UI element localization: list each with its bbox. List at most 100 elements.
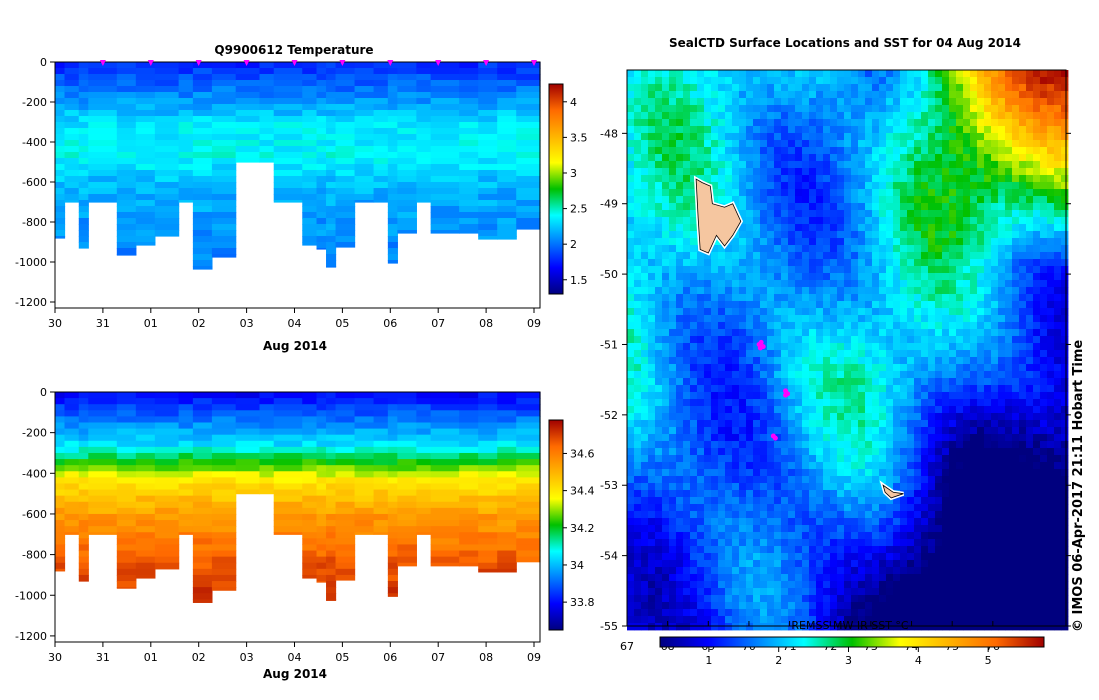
colorbar-tick-label: 34.4 <box>570 485 595 498</box>
sst-cell <box>1047 91 1055 99</box>
sst-cell <box>802 413 810 421</box>
profile-cell <box>416 398 432 405</box>
sst-cell <box>648 77 656 85</box>
sst-cell <box>1040 77 1048 85</box>
profile-cell <box>135 392 156 399</box>
sst-cell <box>879 315 887 323</box>
sst-cell <box>963 182 971 190</box>
profile-cell <box>154 116 180 123</box>
sst-cell <box>1047 175 1055 183</box>
sst-cell <box>844 182 852 190</box>
sst-cell <box>1047 105 1055 113</box>
sst-cell <box>760 385 768 393</box>
profile-cell <box>78 422 89 430</box>
sst-cell <box>893 231 901 239</box>
sst-cell <box>907 154 915 162</box>
sst-cell <box>984 329 992 337</box>
profile-cell <box>78 526 89 533</box>
sst-cell <box>886 280 894 288</box>
sst-cell <box>998 231 1006 239</box>
sst-cell <box>711 133 719 141</box>
sst-cell <box>893 133 901 141</box>
profile-cell <box>459 188 479 195</box>
sst-cell <box>690 245 698 253</box>
sst-cell <box>837 168 845 176</box>
sst-cell <box>655 301 663 309</box>
sst-cell <box>900 224 908 232</box>
sst-cell <box>879 294 887 302</box>
sst-cell <box>914 378 922 386</box>
profile-cell <box>335 477 356 485</box>
sst-cell <box>823 217 831 225</box>
sst-cell <box>774 350 782 358</box>
sst-cell <box>760 224 768 232</box>
sst-cell <box>739 252 747 260</box>
sst-cell <box>858 126 866 134</box>
sst-cell <box>900 413 908 421</box>
sst-cell <box>641 168 649 176</box>
sst-cell <box>655 154 663 162</box>
sst-cell <box>767 434 775 442</box>
profile-cell <box>397 392 417 399</box>
sst-cell <box>837 357 845 365</box>
sst-cell <box>837 105 845 113</box>
sst-cell <box>963 273 971 281</box>
sst-cell <box>627 399 635 407</box>
sst-cell <box>900 91 908 99</box>
sst-cell <box>760 294 768 302</box>
profile-cell <box>78 410 89 417</box>
sst-cell <box>690 343 698 351</box>
profile-cell <box>354 507 375 515</box>
sst-cell <box>788 252 796 260</box>
sst-cell <box>1005 287 1013 295</box>
sst-cell <box>858 413 866 421</box>
sst-cell <box>1061 210 1069 218</box>
sst-cell <box>998 70 1006 78</box>
sst-cell <box>998 161 1006 169</box>
sst-cell <box>1040 175 1048 183</box>
profile-cell <box>459 477 479 485</box>
sst-cell <box>788 385 796 393</box>
profile-cell <box>154 134 180 141</box>
sst-cell <box>1012 343 1020 351</box>
sst-cell <box>998 259 1006 267</box>
sst-cell <box>858 112 866 120</box>
sst-cell <box>781 357 789 365</box>
sst-cell <box>963 371 971 379</box>
sst-cell <box>690 154 698 162</box>
profile-cell <box>178 513 194 521</box>
sst-cell <box>879 91 887 99</box>
profile-cell <box>430 556 460 564</box>
profile-cell <box>64 440 80 448</box>
sst-cell <box>865 301 873 309</box>
sst-cell <box>844 336 852 344</box>
profile-cell <box>459 550 479 558</box>
sst-cell <box>816 350 824 358</box>
profile-cell <box>178 526 194 533</box>
sst-cell <box>984 420 992 428</box>
profile-cell <box>387 224 398 231</box>
profile-cell <box>78 176 89 183</box>
profile-cell <box>335 398 356 405</box>
profile-cell <box>116 520 137 527</box>
salinity-x-label: Aug 2014 <box>263 667 327 681</box>
profile-cell <box>192 188 213 195</box>
profile-cell <box>211 92 237 99</box>
sst-cell <box>949 413 957 421</box>
profile-cell <box>430 477 460 485</box>
sst-cell <box>886 294 894 302</box>
sst-cell <box>991 126 999 134</box>
sst-cell <box>998 168 1006 176</box>
sst-cell <box>1040 189 1048 197</box>
sst-cell <box>1040 357 1048 365</box>
sst-cell <box>634 441 642 449</box>
sst-cell <box>704 175 712 183</box>
sst-cell <box>732 420 740 428</box>
sst-cell <box>914 238 922 246</box>
sst-cell <box>956 420 964 428</box>
profile-cell <box>326 266 337 268</box>
sst-cell <box>1061 133 1069 141</box>
profile-cell <box>497 104 517 111</box>
sst-cell <box>627 406 635 414</box>
sst-cell <box>907 133 915 141</box>
